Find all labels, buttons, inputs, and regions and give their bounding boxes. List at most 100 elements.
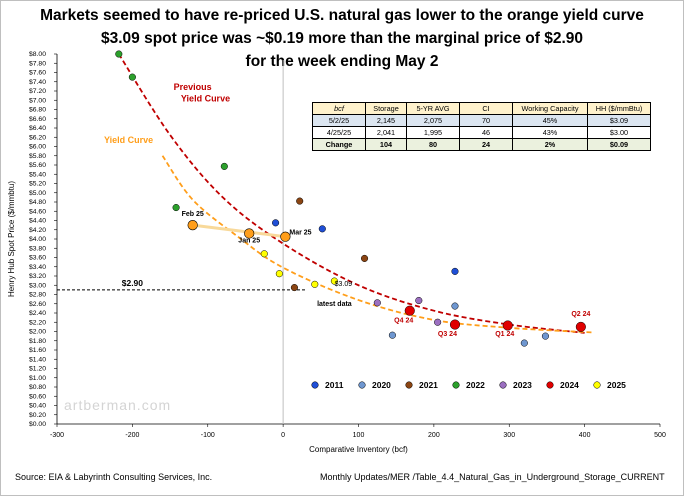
table-cell: 24: [459, 138, 513, 151]
data-point-2022: [220, 162, 228, 170]
chart-title-line-3: for the week ending May 2: [245, 53, 439, 70]
x-tick-label: 100: [353, 432, 365, 439]
table-cell: $3.09: [587, 114, 651, 127]
data-point-2022: [115, 50, 123, 58]
x-tick-label: -100: [201, 432, 215, 439]
data-point-2024: [502, 320, 513, 331]
storage-table: bcf Storage 5-YR AVG CI Working Capacity…: [312, 102, 651, 151]
data-point-2020: [388, 331, 396, 339]
data-point-2025: [311, 280, 319, 288]
y-tick-label: $4.00: [29, 236, 46, 243]
annotation: Q4 24: [394, 317, 413, 324]
table-cell: 80: [406, 138, 460, 151]
table-header-cell: 5-YR AVG: [406, 102, 460, 115]
table-cell: 4/25/25: [312, 126, 366, 139]
legend-marker-2011: [311, 381, 319, 389]
y-tick-label: $1.60: [29, 347, 46, 354]
y-tick-label: $2.00: [29, 329, 46, 336]
y-tick-label: $5.00: [29, 190, 46, 197]
y-tick-label: $5.60: [29, 162, 46, 169]
data-point-2025: [275, 270, 283, 278]
y-tick-label: $3.00: [29, 282, 46, 289]
table-header-cell: bcf: [312, 102, 366, 115]
y-tick-label: $2.20: [29, 319, 46, 326]
table-cell: 2%: [512, 138, 588, 151]
table-row: Change 104 80 24 2% $0.09: [312, 138, 651, 151]
data-point-2021: [290, 284, 298, 292]
legend-marker-2022: [452, 381, 460, 389]
annotation: Previous: [174, 82, 212, 92]
data-point-2022: [172, 204, 180, 212]
annotation: Q1 24: [495, 331, 514, 338]
y-tick-label: $1.80: [29, 338, 46, 345]
chart-title-line-1: Markets seemed to have re-priced U.S. na…: [40, 7, 644, 24]
table-cell: 46: [459, 126, 513, 139]
x-tick-label: 200: [428, 432, 440, 439]
y-tick-label: $8.00: [29, 51, 46, 58]
y-tick-label: $0.20: [29, 412, 46, 419]
data-point-2023: [415, 296, 423, 305]
y-tick-label: $1.20: [29, 366, 46, 373]
highlighted-point: [244, 228, 255, 239]
table-header-row: bcf Storage 5-YR AVG CI Working Capacity…: [312, 102, 651, 115]
data-point-2025: [260, 250, 268, 258]
y-tick-label: $3.40: [29, 264, 46, 271]
y-tick-label: $2.60: [29, 301, 46, 308]
x-tick-label: 0: [281, 432, 285, 439]
y-tick-label: $6.40: [29, 125, 46, 132]
y-tick-label: $0.60: [29, 393, 46, 400]
y-tick-label: $4.20: [29, 227, 46, 234]
data-point-2021: [360, 254, 369, 262]
data-point-2024: [575, 321, 586, 332]
table-cell: 5/2/25: [312, 114, 366, 127]
data-point-2021: [296, 197, 304, 205]
legend-label-2021: 2021: [419, 380, 438, 390]
data-point-2023: [434, 318, 442, 326]
y-tick-label: $5.80: [29, 153, 46, 160]
footer-source: Source: EIA & Labyrinth Consulting Servi…: [15, 472, 213, 482]
marginal-price-label: $2.90: [122, 278, 144, 288]
table-cell: Change: [312, 138, 366, 151]
table-header-cell: HH ($/mmBtu): [587, 102, 651, 115]
table-cell: 45%: [512, 114, 588, 127]
table-cell: 1,995: [406, 126, 460, 139]
table-cell: 70: [459, 114, 513, 127]
data-point-2020: [451, 302, 459, 310]
y-tick-label: $6.20: [29, 134, 46, 141]
x-tick-label: -300: [50, 432, 64, 439]
watermark: artberman.com: [64, 397, 172, 413]
y-tick-label: $7.40: [29, 79, 46, 86]
y-tick-label: $7.00: [29, 97, 46, 104]
legend-label-2020: 2020: [372, 380, 391, 390]
data-point-2024: [449, 319, 461, 330]
table-cell: 104: [365, 138, 407, 151]
annotation: latest data: [317, 301, 352, 308]
y-tick-label: $4.40: [29, 218, 46, 225]
table-cell: 2,041: [365, 126, 407, 139]
y-tick-label: $7.60: [29, 70, 46, 77]
y-tick-label: $7.20: [29, 88, 46, 95]
data-point-2020: [520, 339, 528, 347]
y-tick-label: $2.40: [29, 310, 46, 317]
previous-yield-curve-curve: [118, 53, 585, 334]
legend-marker-2025: [593, 381, 601, 389]
footer-file-path: Monthly Updates/MER /Table_4.4_Natural_G…: [320, 472, 665, 482]
x-tick-label: 400: [579, 432, 591, 439]
recent-trend-highlight: [192, 223, 286, 239]
y-tick-label: $4.60: [29, 208, 46, 215]
highlighted-point: [280, 231, 291, 242]
data-point-2022: [128, 73, 136, 81]
highlighted-point: [187, 220, 198, 231]
table-cell: $0.09: [587, 138, 651, 151]
y-tick-label: $0.40: [29, 403, 46, 410]
annotation: Yield Curve: [104, 135, 153, 145]
legend-label-2025: 2025: [607, 380, 626, 390]
table-cell: $3.00: [587, 126, 651, 139]
y-tick-label: $3.80: [29, 245, 46, 252]
y-tick-label: $2.80: [29, 292, 46, 299]
y-axis-label: Henry Hub Spot Price ($/mmbtu): [7, 181, 16, 297]
data-point-2023: [373, 299, 381, 307]
table-cell: 2,145: [365, 114, 407, 127]
legend-label-2023: 2023: [513, 380, 532, 390]
